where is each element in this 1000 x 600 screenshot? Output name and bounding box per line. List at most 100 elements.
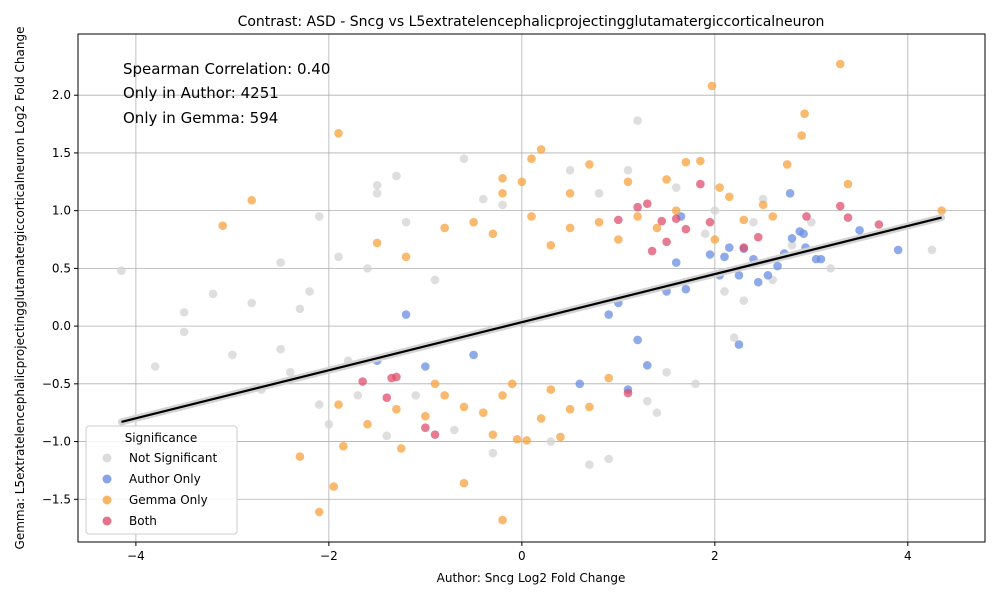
x-axis-label: Author: Sncg Log2 Fold Change (437, 571, 626, 585)
x-tick-label: 2 (711, 549, 719, 563)
data-point (546, 385, 556, 394)
series-not-significant (117, 116, 937, 469)
data-point (117, 266, 126, 275)
data-point (691, 379, 700, 389)
data-point (314, 212, 324, 221)
data-point (835, 59, 845, 69)
legend-entries: Not Significant Author Only Gemma Only Both (102, 451, 217, 528)
data-point (276, 344, 285, 354)
y-axis-label: Gemma: L5extratelencephalicprojectingglu… (13, 27, 27, 550)
data-point (739, 243, 749, 252)
legend-entry: Both (102, 514, 157, 528)
data-point (556, 432, 565, 442)
data-point (720, 287, 729, 296)
spearman-annotation: Spearman Correlation: 0.40 (123, 60, 330, 78)
data-point (696, 179, 705, 189)
data-point (787, 240, 797, 250)
data-point (671, 183, 681, 192)
plot-frame (77, 33, 986, 543)
data-point (459, 402, 469, 412)
data-point (536, 145, 546, 154)
legend-box (85, 425, 238, 535)
data-point (802, 212, 811, 221)
data-point (826, 264, 835, 273)
data-point (753, 277, 763, 287)
data-point (707, 81, 717, 91)
data-point (150, 362, 160, 371)
data-point (329, 482, 338, 491)
data-point (517, 177, 527, 187)
data-point (633, 116, 642, 125)
data-point (305, 287, 314, 296)
data-point (247, 298, 256, 308)
data-point (372, 238, 382, 248)
data-point (334, 400, 343, 409)
legend-marker (102, 516, 112, 526)
data-point (797, 131, 806, 140)
data-point (430, 379, 440, 389)
data-point (469, 217, 478, 227)
data-point (372, 189, 382, 198)
data-point (421, 362, 430, 371)
data-point (734, 271, 744, 280)
data-point (334, 128, 343, 138)
data-point (739, 215, 749, 225)
data-point (228, 350, 237, 360)
data-point (421, 411, 430, 421)
data-point (401, 252, 411, 262)
fit-line (121, 216, 942, 423)
data-point (382, 431, 392, 441)
data-point (937, 206, 946, 215)
data-point (498, 189, 507, 198)
data-point (662, 367, 671, 377)
legend-label: Author Only (129, 472, 201, 486)
x-tick-label: −2 (320, 549, 338, 563)
legend: Significance Not Significant Author Only G… (85, 425, 238, 535)
data-point (623, 177, 633, 187)
data-point (725, 243, 734, 252)
data-points (117, 59, 946, 525)
series-both (358, 179, 884, 439)
legend-label: Gemma Only (129, 493, 208, 507)
data-point (314, 507, 324, 517)
legend-label: Not Significant (129, 451, 217, 465)
data-point (671, 258, 681, 267)
data-point (585, 460, 594, 469)
data-point (507, 379, 517, 389)
data-point (527, 154, 536, 163)
data-point (705, 217, 715, 227)
data-point (927, 245, 937, 255)
data-point (633, 335, 642, 345)
data-point (575, 379, 585, 389)
x-tick-label: −4 (127, 549, 145, 563)
data-point (469, 350, 478, 360)
data-point (314, 400, 324, 409)
regression-line (117, 214, 946, 426)
data-point (662, 237, 671, 247)
data-point (768, 212, 778, 221)
data-point (604, 310, 613, 319)
x-axis-ticks: −4 −2 0 2 4 (127, 542, 912, 563)
data-point (295, 304, 305, 314)
data-point (720, 252, 729, 262)
x-tick-label: 4 (904, 549, 912, 563)
data-point (565, 165, 575, 175)
data-point (411, 391, 421, 400)
data-point (459, 478, 469, 488)
data-point (594, 217, 604, 227)
legend-marker (102, 474, 112, 484)
data-point (430, 275, 440, 285)
data-point (565, 189, 575, 198)
data-point (647, 246, 657, 256)
data-point (652, 408, 662, 417)
data-point (729, 333, 739, 342)
data-point (585, 160, 594, 169)
data-point (681, 224, 691, 234)
data-point (753, 232, 763, 242)
data-point (478, 408, 488, 417)
data-point (782, 160, 792, 169)
data-point (681, 284, 691, 294)
data-point (392, 372, 401, 382)
data-point (401, 310, 411, 319)
data-point (430, 430, 440, 439)
